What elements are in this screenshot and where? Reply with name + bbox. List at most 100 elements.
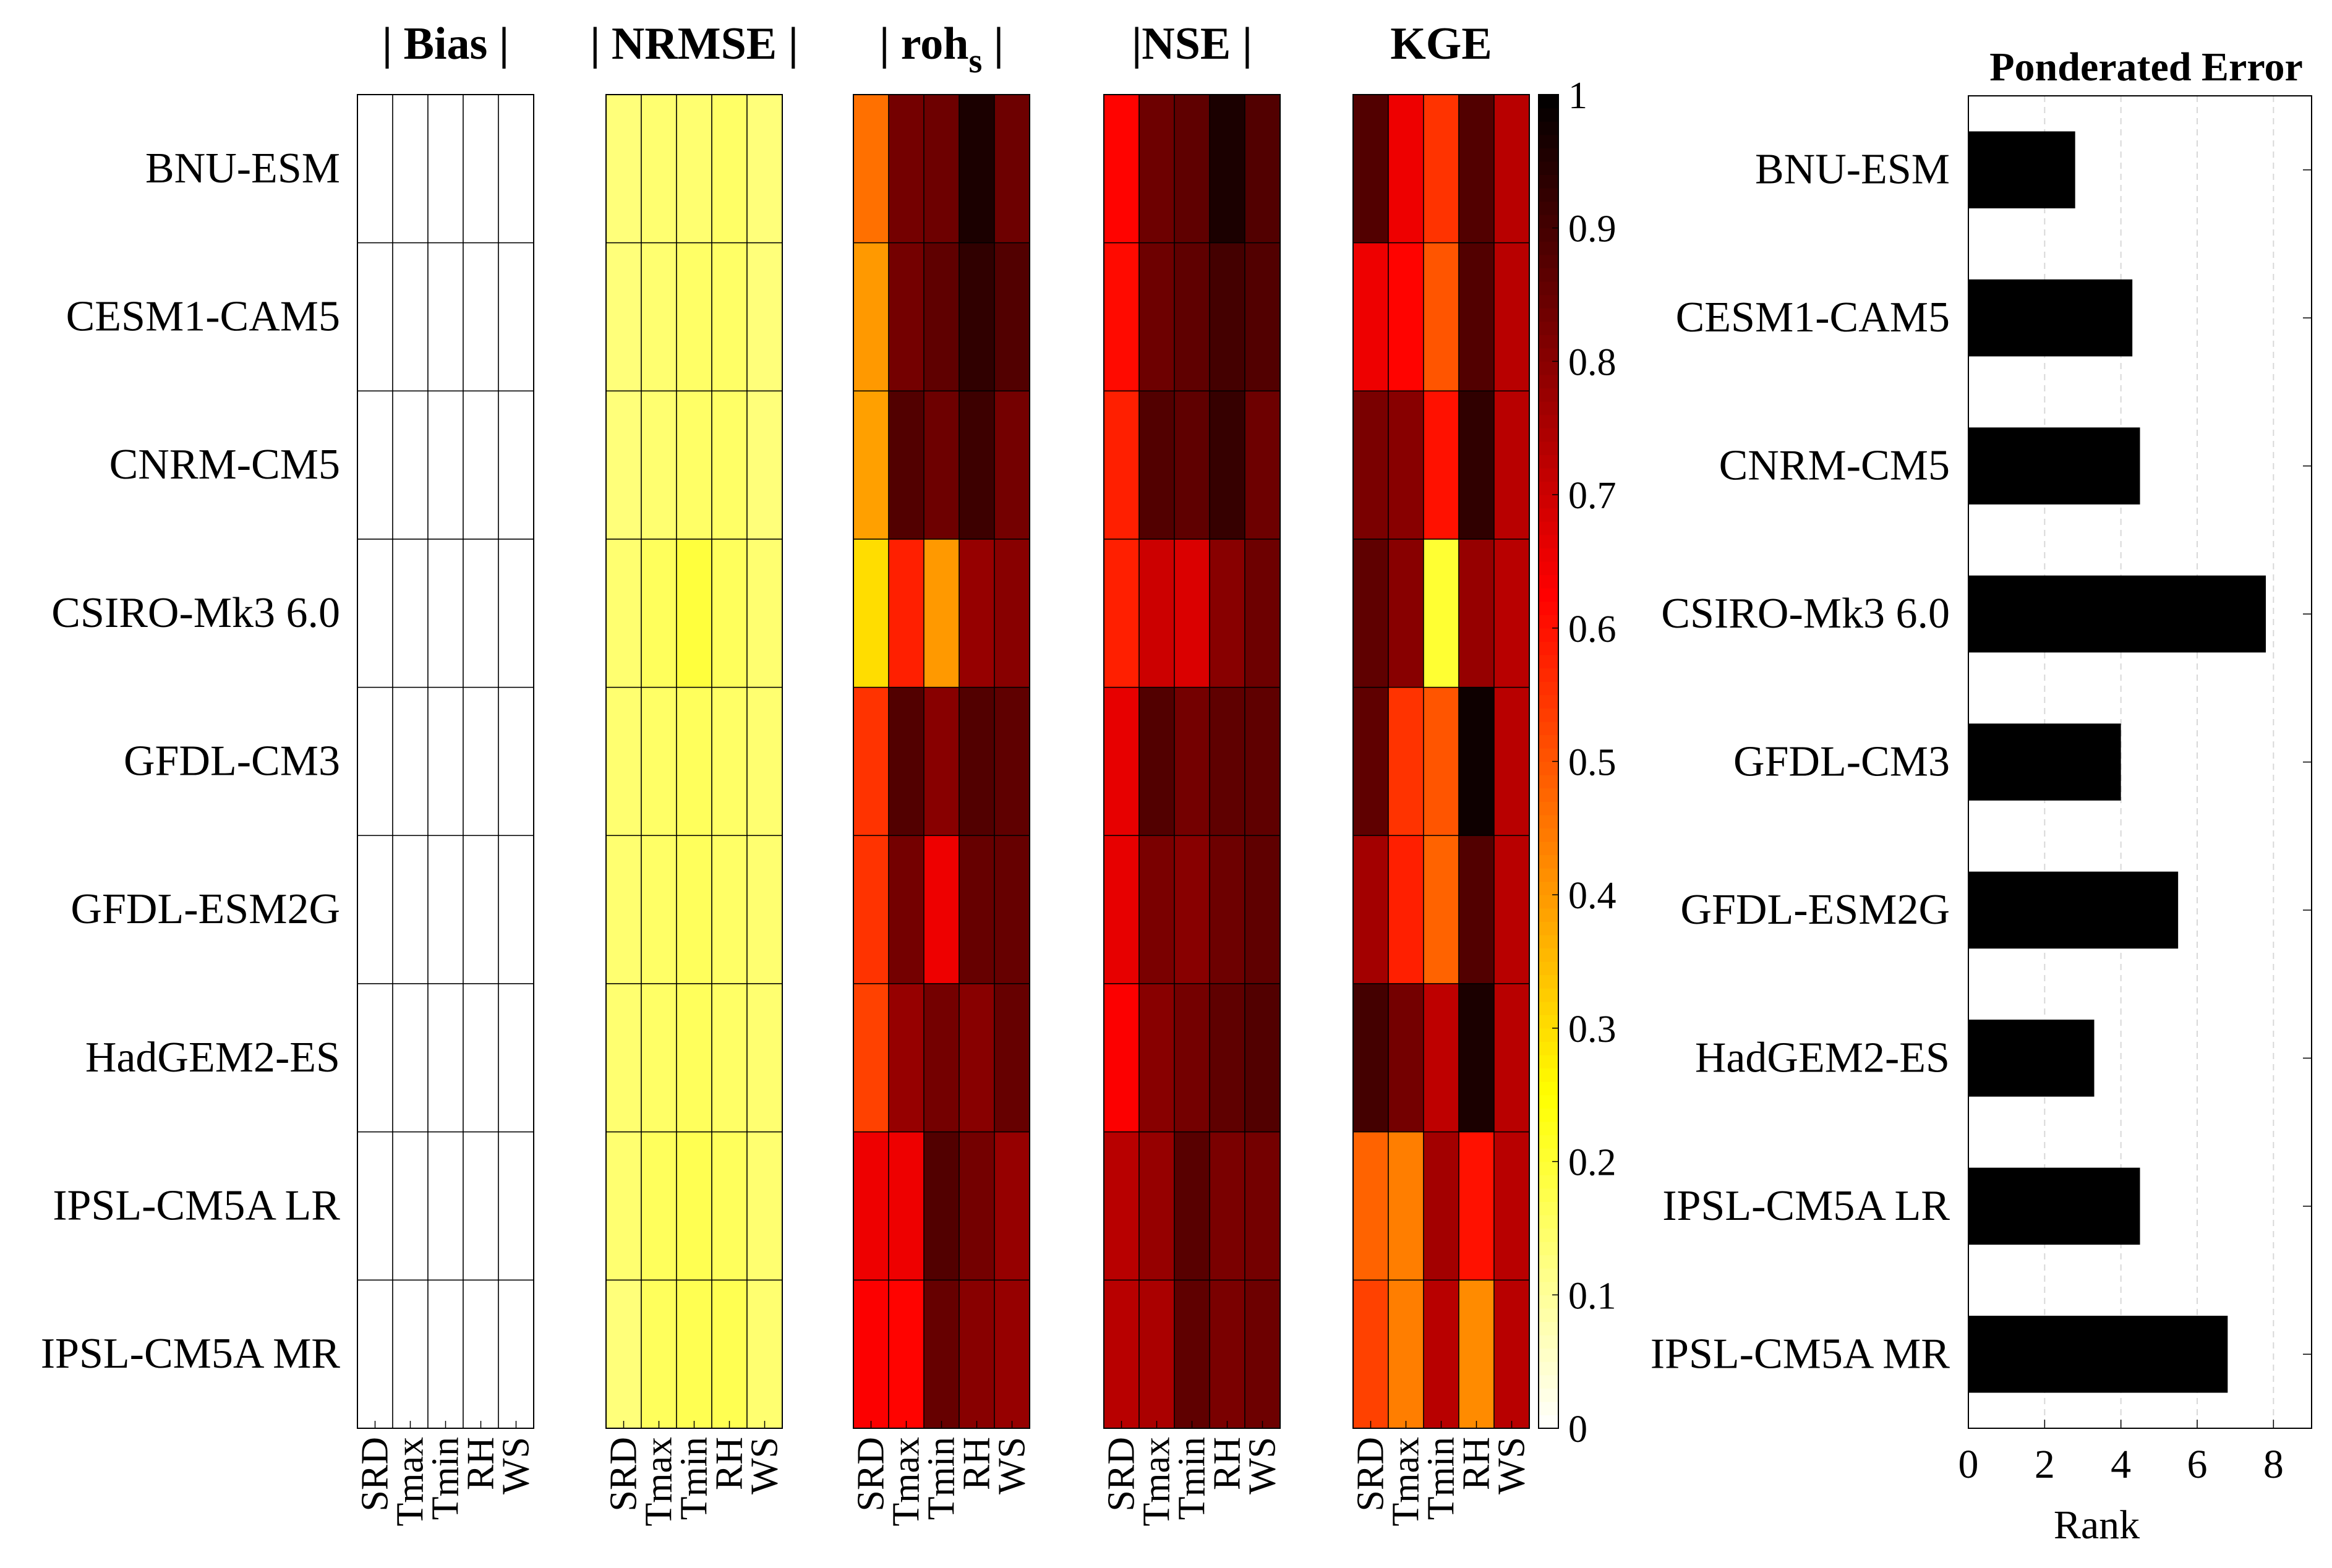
heatmap-cell	[711, 686, 748, 837]
colorbar-segment	[1539, 1094, 1558, 1109]
heatmap-cell	[1138, 242, 1175, 392]
heatmap-cell	[1103, 390, 1140, 540]
variable-label: Tmin	[1420, 1437, 1463, 1520]
colorbar-tick-label: 0.5	[1568, 742, 1617, 784]
heatmap-cell	[498, 1279, 534, 1429]
heatmap-cell	[994, 686, 1030, 837]
colorbar-segment	[1539, 775, 1558, 789]
heatmap-cell	[676, 539, 712, 688]
heatmap-cell	[923, 539, 960, 688]
heatmap-cell	[1458, 390, 1495, 540]
heatmap-cell	[746, 539, 783, 688]
heatmap-cell	[498, 1131, 534, 1281]
heatmap-cell	[959, 539, 995, 688]
heatmap-cell	[711, 242, 748, 392]
heatmap-cell	[1352, 1131, 1389, 1281]
heatmap-cell	[1174, 242, 1210, 392]
heatmap-cell	[641, 1131, 677, 1281]
heatmap-cell	[1423, 94, 1459, 244]
heatmap-cell	[1103, 1131, 1140, 1281]
bar-category-label: BNU-ESM	[1755, 146, 1950, 194]
heatmap-cell	[1493, 242, 1530, 392]
variable-label: SRD	[354, 1437, 396, 1512]
colorbar-segment	[1539, 841, 1558, 856]
heatmap-cell	[463, 1131, 499, 1281]
heatmap-cell	[641, 1279, 677, 1429]
colorbar-segment	[1539, 308, 1558, 322]
heatmap-cell	[711, 539, 748, 688]
heatmap-cell	[888, 390, 925, 540]
heatmap-cell	[357, 539, 393, 688]
bar-chart: BNU-ESM CESM1-CAM5 CNRM-CM5 CSIRO-Mk3 6.0 GF…	[1651, 45, 2312, 1548]
heatmap-cell	[1244, 686, 1281, 837]
colorbar-segment	[1539, 454, 1558, 469]
heatmap-cell	[676, 983, 712, 1133]
panel-title: |NSE |	[1132, 19, 1252, 69]
heatmap-cell	[1138, 1279, 1175, 1429]
heatmap-cell	[463, 835, 499, 984]
heatmap-cell	[1244, 242, 1281, 392]
heatmap-cell	[1244, 1131, 1281, 1281]
heatmap-cell	[1388, 390, 1424, 540]
colorbar-tick-label: 0.7	[1568, 475, 1617, 517]
heatmap-cell	[676, 835, 712, 984]
heatmap-cell	[888, 835, 925, 984]
heatmap-cell	[392, 1131, 429, 1281]
colorbar-tick-label: 0.3	[1568, 1008, 1617, 1050]
heatmap-cell	[1388, 1279, 1424, 1429]
variable-label: WS	[495, 1437, 537, 1494]
colorbar-segment	[1539, 694, 1558, 709]
model-label: CNRM-CM5	[109, 441, 340, 488]
colorbar-segment	[1539, 921, 1558, 935]
variable-label: Tmin	[673, 1437, 715, 1520]
colorbar-segment	[1539, 108, 1558, 122]
colorbar-segment	[1539, 1001, 1558, 1015]
heatmap-cell	[1352, 835, 1389, 984]
heatmap-cell	[676, 242, 712, 392]
variable-label: RH	[1456, 1437, 1498, 1490]
heatmap-cell	[498, 390, 534, 540]
colorbar-segment	[1539, 228, 1558, 242]
colorbar-segment	[1539, 721, 1558, 735]
colorbar-segment	[1539, 1228, 1558, 1242]
heatmap-cell	[888, 242, 925, 392]
heatmap-cell	[746, 242, 783, 392]
heatmap-cell	[641, 983, 677, 1133]
heatmap-cell	[392, 94, 429, 244]
panel-title: KGE	[1390, 19, 1492, 69]
variable-label: SRD	[1350, 1437, 1392, 1512]
heatmap-cell	[746, 94, 783, 244]
bar-xlabel: Rank	[2054, 1502, 2140, 1548]
colorbar-tick-label: 0.8	[1568, 341, 1617, 383]
variable-label: Tmin	[425, 1437, 467, 1520]
heatmap-cell	[1103, 686, 1140, 837]
heatmap-cell	[994, 390, 1030, 540]
heatmap-cell	[357, 1279, 393, 1429]
heatmap-cell	[1174, 835, 1210, 984]
heatmap-cell	[427, 539, 464, 688]
heatmap-cell	[1244, 94, 1281, 244]
heatmap-cell	[888, 1279, 925, 1429]
heatmap-cell	[427, 835, 464, 984]
colorbar-segment	[1539, 1175, 1558, 1189]
heatmap-cell	[357, 835, 393, 984]
bar	[1968, 1167, 2140, 1245]
heatmap-cell	[641, 390, 677, 540]
heatmap-cell	[1458, 539, 1495, 688]
colorbar-segment	[1539, 1121, 1558, 1136]
heatmap-cell	[1138, 539, 1175, 688]
heatmap-cell	[676, 1279, 712, 1429]
panel-title: | Bias |	[382, 19, 509, 69]
panel-title-text: KGE	[1390, 19, 1492, 69]
colorbar-segment	[1539, 801, 1558, 816]
heatmap-cell	[1103, 1279, 1140, 1429]
panel-title-text: | roh	[879, 19, 968, 69]
heatmap-cell	[1458, 686, 1495, 837]
heatmap-cell	[463, 242, 499, 392]
bar-category-label: CNRM-CM5	[1719, 442, 1950, 490]
colorbar-segment	[1539, 1028, 1558, 1042]
heatmap-cell	[1423, 1131, 1459, 1281]
heatmap-cell	[888, 983, 925, 1133]
x-tick-label: 6	[2187, 1442, 2208, 1487]
heatmap-cell	[392, 539, 429, 688]
